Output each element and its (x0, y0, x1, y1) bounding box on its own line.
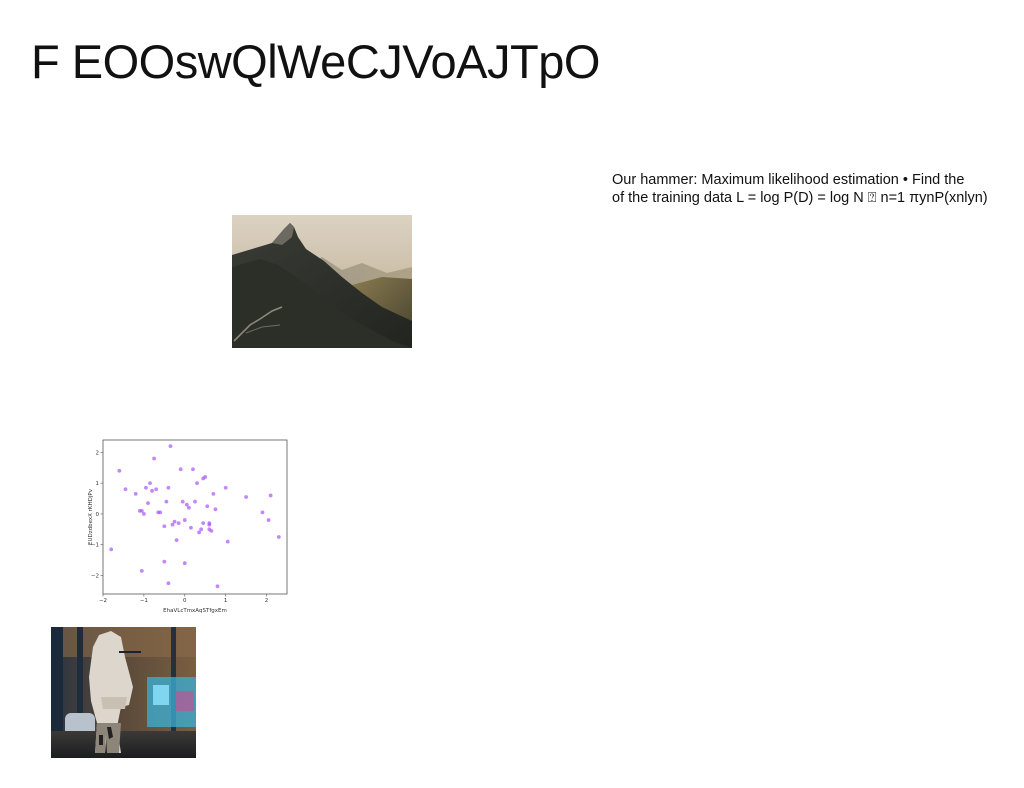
y-tick-label: 2 (96, 450, 100, 456)
y-tick-label: 0 (96, 512, 100, 518)
scatter-point (150, 488, 154, 493)
scatter-point (244, 495, 249, 499)
scatter-point (164, 499, 169, 504)
scatter-point (146, 501, 150, 506)
scatter-point (178, 467, 183, 472)
plot-frame (102, 439, 288, 595)
scatter-point (195, 481, 199, 486)
scatter-point (186, 505, 191, 510)
scatter-point (223, 485, 228, 490)
scatter-point (170, 522, 175, 527)
scatter-point (184, 502, 189, 507)
scatter-point (266, 518, 271, 522)
body-text-line-1: Our hammer: Maximum likelihood estimatio… (612, 172, 965, 188)
x-axis-label: EhaVLcTmxAqSTfgxEm (163, 608, 227, 614)
y-tick-label: −2 (91, 574, 99, 580)
scatter-point (144, 485, 148, 490)
scatter-point (180, 499, 185, 504)
body-text-line-2: of the training data L = log P(D) = log … (612, 190, 988, 206)
scatter-chart: −2 −1 0 1 2 −2 −1 0 1 2 EhaVLcTmxAqSTfgxEm EUDzd… (84, 434, 296, 616)
scatter-point (199, 527, 204, 532)
body-text: Our hammer: Maximum likelihood estimatio… (612, 171, 1024, 207)
scatter-point (133, 492, 138, 496)
scatter-points (109, 444, 281, 589)
scatter-point (182, 561, 187, 566)
slide-title: F EOOswQlWeCJVoAJTpO (31, 35, 600, 88)
scatter-point (162, 559, 167, 564)
scatter-point (162, 524, 167, 529)
scatter-point (260, 510, 265, 515)
scatter-point (174, 538, 179, 542)
scatter-point (182, 518, 187, 522)
x-ticks: −2 −1 0 1 2 (99, 594, 268, 604)
scatter-point (193, 499, 197, 504)
scatter-point (225, 539, 230, 544)
x-tick-label: 0 (183, 598, 187, 604)
scatter-point (139, 569, 144, 573)
scatter-point (176, 521, 181, 526)
scatter-point (158, 510, 163, 515)
scatter-point (117, 468, 122, 473)
scatter-point (109, 547, 114, 552)
scatter-point (215, 584, 220, 589)
scatter-point (189, 525, 193, 530)
scatter-point (168, 444, 173, 449)
scatter-point (201, 476, 206, 481)
scatter-point (191, 467, 195, 472)
y-ticks: −2 −1 0 1 2 (91, 450, 103, 580)
scatter-point (141, 512, 146, 516)
scatter-point (268, 493, 273, 498)
scatter-point (172, 519, 177, 524)
y-axis-label: EUDzdbexX rKHDjPv (88, 488, 94, 545)
scatter-point (197, 530, 201, 535)
scatter-point (123, 487, 128, 492)
scatter-point (211, 492, 216, 496)
scatter-point (201, 521, 206, 526)
mountain-photo (232, 215, 412, 348)
scatter-point (152, 456, 157, 461)
scatter-point (213, 507, 218, 512)
y-tick-label: −1 (91, 543, 99, 549)
scatter-point (166, 485, 171, 490)
x-tick-label: 2 (265, 598, 269, 604)
scatter-point (148, 481, 152, 486)
y-tick-label: 1 (96, 481, 100, 487)
x-tick-label: 1 (224, 598, 228, 604)
street-photo (51, 627, 196, 758)
scatter-point (207, 527, 212, 532)
scatter-point (207, 522, 212, 527)
x-tick-label: −2 (99, 598, 107, 604)
scatter-point (154, 487, 159, 492)
scatter-point (139, 508, 144, 513)
scatter-point (205, 504, 210, 509)
scatter-point (166, 581, 171, 586)
x-tick-label: −1 (140, 598, 148, 604)
scatter-point (276, 535, 281, 539)
